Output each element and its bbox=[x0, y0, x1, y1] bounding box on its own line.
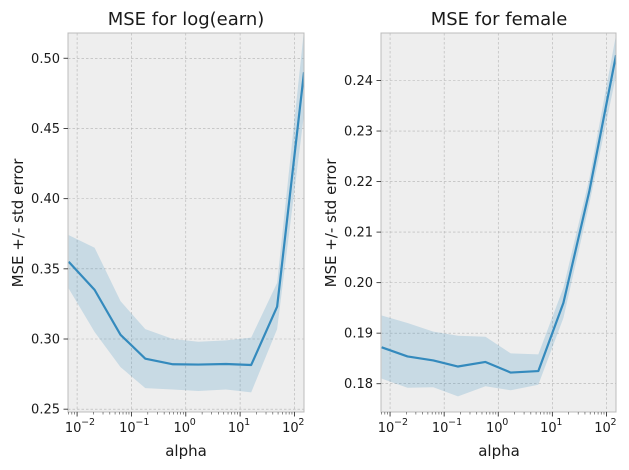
mse-line bbox=[68, 72, 304, 367]
x-axis-label: alpha bbox=[165, 442, 207, 460]
x-tick-exponent: 2 bbox=[298, 417, 304, 428]
grid bbox=[68, 33, 304, 412]
mse-line bbox=[381, 55, 616, 374]
x-axis-label: alpha bbox=[478, 442, 520, 460]
x-tick-exponent: 0 bbox=[190, 417, 196, 428]
panel-mse-log-earn: alpha MSE +/- std error 10 −2 10 −1 10 0 10 1 10… bbox=[9, 9, 305, 460]
plot-area bbox=[68, 33, 304, 393]
y-tick-label: 0.25 bbox=[31, 403, 60, 418]
y-tick-label: 0.23 bbox=[344, 125, 373, 140]
y-tick-label: 0.24 bbox=[344, 74, 373, 89]
y-tick-label: 0.20 bbox=[344, 276, 373, 291]
panel-mse-female: alpha MSE +/- std error 10 −2 10 −1 10 0 10 1 10… bbox=[322, 9, 617, 460]
y-tick-label: 0.50 bbox=[31, 52, 60, 67]
grid bbox=[381, 33, 616, 412]
y-tick-label: 0.40 bbox=[31, 192, 60, 207]
y-axis-label: MSE +/- std error bbox=[322, 158, 340, 288]
y-tick-label: 0.19 bbox=[344, 327, 373, 342]
chart-title: MSE for log(earn) bbox=[108, 9, 265, 30]
x-tick-exponent: 1 bbox=[556, 417, 562, 428]
y-tick-label: 0.21 bbox=[344, 226, 373, 241]
x-tick-label: 10 bbox=[378, 421, 395, 436]
x-tick-label: 10 bbox=[228, 421, 245, 436]
x-tick-label: 10 bbox=[173, 421, 190, 436]
x-tick-exponent: −2 bbox=[81, 417, 95, 428]
chart-title: MSE for female bbox=[431, 9, 568, 30]
x-tick-exponent: 1 bbox=[244, 417, 250, 428]
x-tick-label: 10 bbox=[594, 421, 611, 436]
x-tick-exponent: −1 bbox=[135, 417, 149, 428]
x-tick-label: 10 bbox=[65, 421, 82, 436]
x-tick-exponent: 2 bbox=[610, 417, 616, 428]
y-tick-label: 0.18 bbox=[344, 377, 373, 392]
x-tick-label: 10 bbox=[540, 421, 557, 436]
x-tick-label: 10 bbox=[432, 421, 449, 436]
x-tick-label: 10 bbox=[486, 421, 503, 436]
x-tick-exponent: −1 bbox=[448, 417, 462, 428]
x-tick-exponent: −2 bbox=[394, 417, 408, 428]
x-tick-exponent: 0 bbox=[502, 417, 508, 428]
y-tick-label: 0.45 bbox=[31, 122, 60, 137]
y-tick-label: 0.30 bbox=[31, 333, 60, 348]
y-tick-label: 0.35 bbox=[31, 262, 60, 277]
plot-area bbox=[381, 35, 616, 397]
y-axis-label: MSE +/- std error bbox=[9, 158, 27, 288]
error-band bbox=[381, 35, 616, 397]
y-tick-label: 0.22 bbox=[344, 175, 373, 190]
x-tick-label: 10 bbox=[282, 421, 299, 436]
x-tick-label: 10 bbox=[119, 421, 136, 436]
